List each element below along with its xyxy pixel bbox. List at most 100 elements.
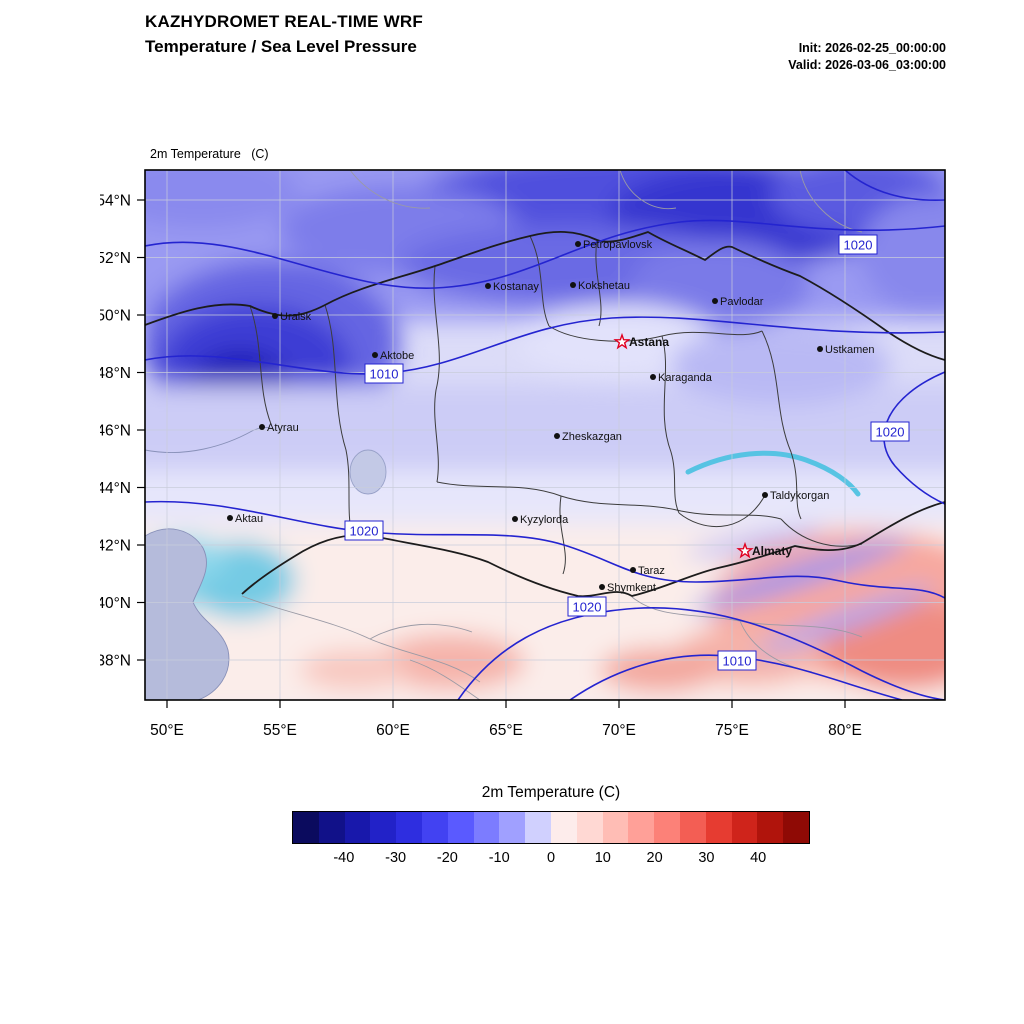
colorbar-tick-labels: -40 -30 -20 -10 0 10 20 30 40 <box>292 850 810 872</box>
oblast-borders <box>249 235 863 575</box>
city-marker-uralsk: Uralsk <box>272 311 312 323</box>
city-dot-icon <box>554 433 560 439</box>
colorbar-cell <box>628 812 655 843</box>
city-dot-icon <box>227 515 233 521</box>
city-marker-shymkent: Shymkent <box>599 582 656 594</box>
colorbar-cell <box>731 812 758 843</box>
city-label: Kyzylorda <box>520 514 569 526</box>
run-info: Init: 2026-02-25_00:00:00 Valid: 2026-03… <box>788 40 946 74</box>
pressure-label-box <box>364 363 404 384</box>
pressure-label-1010: 1010 <box>364 363 404 384</box>
city-dot-icon <box>259 424 265 430</box>
city-dot-icon <box>817 346 823 352</box>
colorbar-tick-label: -10 <box>488 850 510 866</box>
colorbar-cell <box>421 812 448 843</box>
colorbar-cell <box>473 812 500 843</box>
city-marker-almaty: Almaty <box>736 541 792 559</box>
product-subtitle: Temperature / Sea Level Pressure <box>145 37 417 56</box>
city-label: Astana <box>629 335 669 349</box>
pressure-label-text: 1010 <box>370 367 399 382</box>
graticule <box>145 170 945 700</box>
lat-tick-label: 44°N <box>100 480 131 497</box>
temperature-field: 1020 1010 1020 1020 1020 1010 Petropavlovsk Ko… <box>145 170 945 700</box>
colorbar-cell <box>318 812 345 843</box>
city-marker-karaganda: Karaganda <box>650 372 713 384</box>
city-label: Kokshetau <box>578 280 630 292</box>
city-label: Kostanay <box>493 281 539 293</box>
lat-tick-label: 46°N <box>100 423 131 440</box>
colorbar-cell <box>654 812 680 843</box>
pressure-label-1010: 1010 <box>717 650 757 671</box>
city-label: Almaty <box>752 544 792 558</box>
pressure-label-text: 1020 <box>350 524 379 539</box>
city-marker-zheskazgan: Zheskazgan <box>554 431 622 443</box>
city-marker-kyzylorda: Kyzylorda <box>512 514 569 526</box>
lon-tick-label: 60°E <box>376 722 410 739</box>
city-label: Taraz <box>638 565 665 577</box>
colorbar: 2m Temperature (C) -40 -30 -20 -10 0 10 20 30 40 <box>292 784 810 872</box>
city-marker-atyrau: Atyrau <box>259 422 299 434</box>
capital-star-icon <box>736 541 754 559</box>
lon-tick-label: 75°E <box>715 722 749 739</box>
city-dot-icon <box>630 567 636 573</box>
lake-balkhash <box>685 450 861 497</box>
colorbar-tick-label: 30 <box>698 850 715 866</box>
city-markers: Petropavlovsk Kostanay Kokshetau Pavlodar Ur… <box>227 239 875 594</box>
lon-tick-label: 55°E <box>263 722 297 739</box>
city-dot-icon <box>570 282 576 288</box>
pressure-label-text: 1020 <box>876 425 905 440</box>
colorbar-tick-label: 20 <box>646 850 663 866</box>
city-label: Atyrau <box>267 422 299 434</box>
pressure-label-text: 1020 <box>573 600 602 615</box>
city-label: Pavlodar <box>720 296 764 308</box>
lon-tick-label: 50°E <box>150 722 184 739</box>
map-canvas: 1020 1010 1020 1020 1020 1010 Petropavlovsk Ko… <box>100 169 946 740</box>
city-marker-aktobe: Aktobe <box>372 350 414 362</box>
colorbar-cell <box>396 812 422 843</box>
caspian-sea <box>145 528 230 700</box>
city-dot-icon <box>762 492 768 498</box>
colorbar-cell <box>550 812 577 843</box>
lat-tick-label: 54°N <box>100 193 131 210</box>
map-frame <box>144 169 946 701</box>
city-label: Ustkamen <box>825 344 875 356</box>
city-marker-pavlodar: Pavlodar <box>712 296 764 308</box>
axis-labels: 54°N 52°N 50°N 48°N 46°N 44°N 42°N 40°N 38°N 50°E… <box>100 193 862 740</box>
city-marker-aktau: Aktau <box>227 513 263 525</box>
aral-sea <box>349 449 387 495</box>
pressure-label-box <box>870 421 910 442</box>
colorbar-cell <box>602 812 629 843</box>
colorbar-cell <box>757 812 784 843</box>
lat-tick-label: 42°N <box>100 538 131 555</box>
lat-tick-label: 52°N <box>100 250 131 267</box>
city-label: Taldykorgan <box>770 490 829 502</box>
valid-time-label: Valid: 2026-03-06_03:00:00 <box>788 58 946 72</box>
lat-tick-label: 40°N <box>100 595 131 612</box>
city-label: Aktobe <box>380 350 414 362</box>
colorbar-cell <box>293 812 319 843</box>
kazakhstan-border <box>145 231 945 598</box>
pressure-value-labels: 1020 1010 1020 1020 1020 1010 <box>344 234 910 671</box>
city-dot-icon <box>272 313 278 319</box>
pressure-label-1020: 1020 <box>567 596 607 617</box>
colorbar-cell <box>576 812 603 843</box>
colorbar-tick-label: 10 <box>594 850 611 866</box>
pressure-label-1020: 1020 <box>870 421 910 442</box>
lat-tick-label: 50°N <box>100 308 131 325</box>
city-marker-astana: Astana <box>613 332 669 350</box>
pressure-label-box <box>838 234 878 255</box>
colorbar-tick-label: 0 <box>546 850 556 866</box>
city-label: Petropavlovsk <box>583 239 653 251</box>
pressure-label-1020: 1020 <box>838 234 878 255</box>
city-dot-icon <box>712 298 718 304</box>
pressure-contours <box>145 170 945 700</box>
colorbar-gradient <box>292 811 810 844</box>
city-dot-icon <box>575 241 581 247</box>
init-time-label: Init: 2026-02-25_00:00:00 <box>798 41 946 55</box>
lat-tick-label: 38°N <box>100 653 131 670</box>
colorbar-cell <box>679 812 706 843</box>
pressure-label-box <box>717 650 757 671</box>
pressure-label-text: 1010 <box>723 654 752 669</box>
city-label: Karaganda <box>658 372 713 384</box>
